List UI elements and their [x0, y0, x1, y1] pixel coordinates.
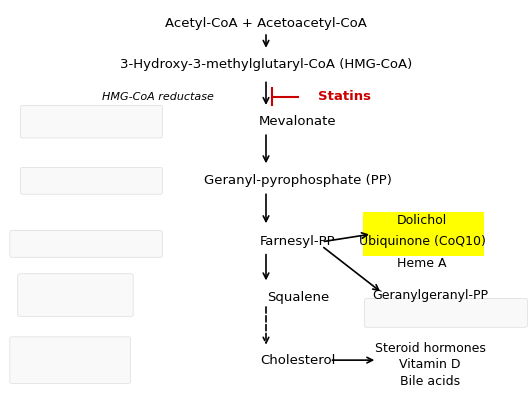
Text: Ubiquinone (CoQ10): Ubiquinone (CoQ10): [359, 235, 486, 249]
Text: Geranylgeranyl-PP: Geranylgeranyl-PP: [372, 289, 488, 302]
FancyBboxPatch shape: [10, 230, 162, 257]
Text: Cholesterol: Cholesterol: [260, 354, 336, 367]
FancyBboxPatch shape: [363, 212, 484, 256]
FancyBboxPatch shape: [10, 337, 130, 384]
Text: Geranyl-pyrophosphate (PP): Geranyl-pyrophosphate (PP): [204, 174, 392, 187]
Text: Acetyl-CoA + Acetoacetyl-CoA: Acetyl-CoA + Acetoacetyl-CoA: [165, 17, 367, 29]
Text: Heme A: Heme A: [397, 257, 447, 270]
FancyBboxPatch shape: [20, 105, 162, 138]
Text: Mevalonate: Mevalonate: [259, 115, 337, 128]
Text: Dolichol: Dolichol: [397, 214, 447, 227]
Text: Steroid hormones: Steroid hormones: [375, 342, 486, 355]
Text: Statins: Statins: [318, 90, 371, 103]
FancyBboxPatch shape: [18, 274, 133, 316]
Text: 3-Hydroxy-3-methylglutaryl-CoA (HMG-CoA): 3-Hydroxy-3-methylglutaryl-CoA (HMG-CoA): [120, 58, 412, 71]
Text: Squalene: Squalene: [267, 291, 329, 304]
Text: Bile acids: Bile acids: [400, 375, 460, 388]
FancyBboxPatch shape: [364, 299, 527, 327]
Text: HMG-CoA reductase: HMG-CoA reductase: [102, 92, 213, 102]
Text: Vitamin D: Vitamin D: [400, 358, 461, 371]
Text: Farnesyl-PP: Farnesyl-PP: [260, 235, 336, 249]
FancyBboxPatch shape: [20, 168, 162, 194]
